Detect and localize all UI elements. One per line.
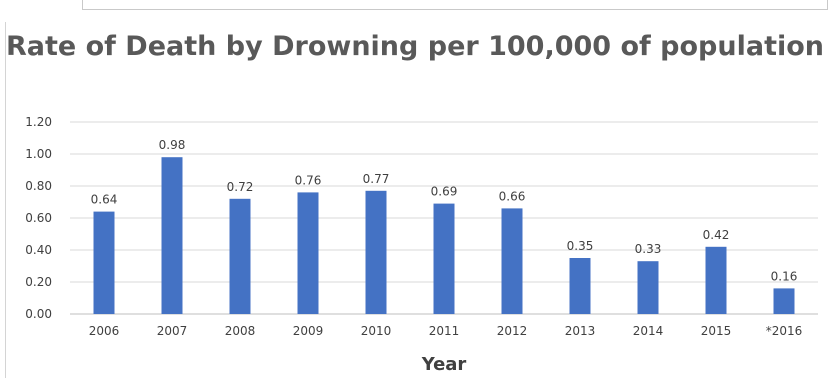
chart-frame (5, 22, 828, 378)
data-label: 0.66 (499, 189, 526, 203)
chart-title: Rate of Death by Drowning per 100,000 of… (5, 31, 825, 62)
y-tick-label: 1.20 (25, 115, 52, 129)
bar (501, 208, 523, 314)
x-tick-label: 2014 (633, 324, 664, 338)
x-tick-label: 2009 (293, 324, 324, 338)
data-label: 0.35 (567, 239, 594, 253)
adjacent-panel-edge (82, 0, 828, 10)
y-tick-label: 1.00 (25, 147, 52, 161)
x-tick-label: 2015 (701, 324, 732, 338)
y-tick-label: 0.60 (25, 211, 52, 225)
data-label: 0.76 (295, 173, 322, 187)
bar (705, 246, 727, 314)
x-axis-ticks: 2006 2007 2008 2009 2010 2011 2012 2013 2014 2015… (89, 324, 803, 338)
y-tick-label: 0.40 (25, 243, 52, 257)
bar (229, 198, 251, 314)
x-tick-label: 2012 (497, 324, 528, 338)
bar (161, 157, 183, 314)
data-label: 0.98 (159, 138, 186, 152)
data-label: 0.42 (703, 228, 730, 242)
x-tick-label: 2013 (565, 324, 596, 338)
x-tick-label: 2007 (157, 324, 188, 338)
data-labels: 0.64 0.98 0.72 0.76 0.77 0.69 0.66 0.35 0.33 0.42… (91, 138, 798, 283)
data-label: 0.77 (363, 172, 390, 186)
bar (569, 258, 591, 314)
y-tick-label: 0.00 (25, 307, 52, 321)
bar (637, 261, 659, 314)
y-axis-ticks: 0.00 0.20 0.40 0.60 0.80 1.00 1.20 (25, 115, 52, 321)
bar (365, 190, 387, 314)
x-tick-label: 2006 (89, 324, 120, 338)
bar (433, 203, 455, 314)
x-tick-label: 2010 (361, 324, 392, 338)
data-label: 0.33 (635, 242, 662, 256)
data-label: 0.64 (91, 193, 118, 207)
y-tick-label: 0.80 (25, 179, 52, 193)
data-label: 0.72 (227, 180, 254, 194)
x-tick-label: *2016 (766, 324, 803, 338)
data-label: 0.16 (771, 269, 798, 283)
y-tick-label: 0.20 (25, 275, 52, 289)
x-tick-label: 2011 (429, 324, 460, 338)
bars (93, 157, 795, 314)
bar (773, 288, 795, 314)
x-tick-label: 2008 (225, 324, 256, 338)
bar (93, 211, 115, 314)
data-label: 0.69 (431, 185, 458, 199)
x-axis-title: Year (421, 354, 467, 375)
bar (297, 192, 319, 314)
